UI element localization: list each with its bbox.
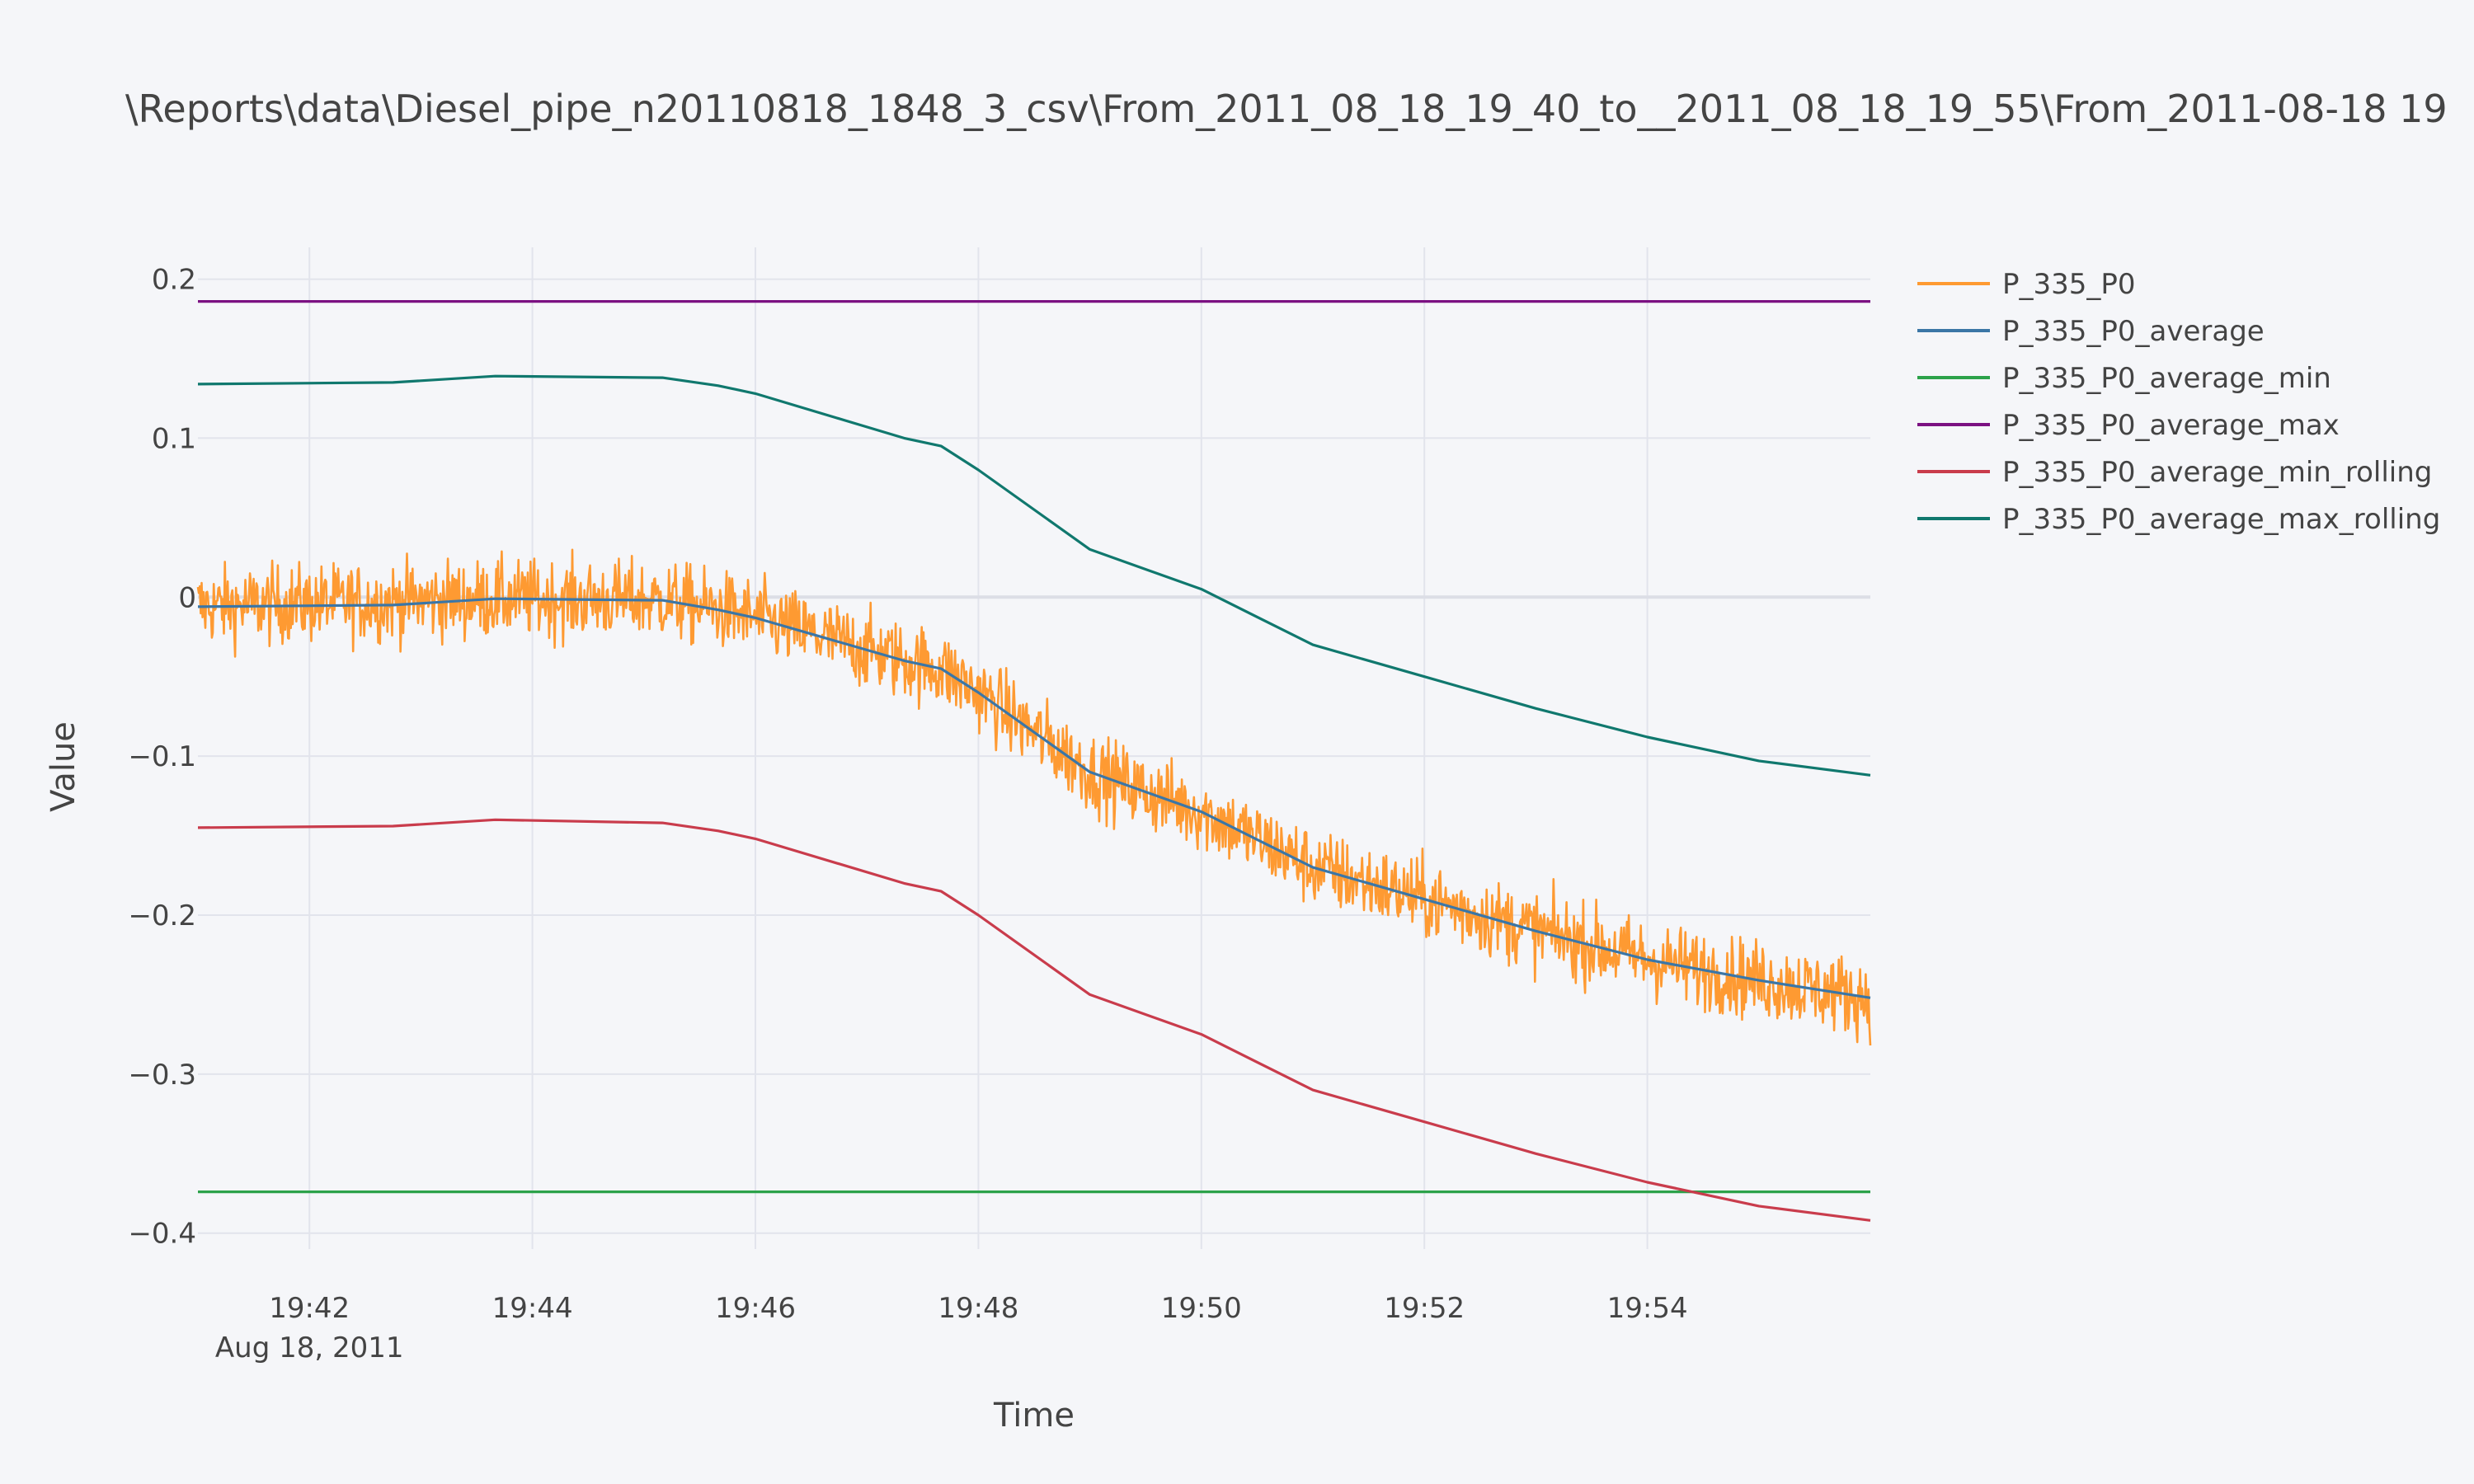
- y-axis-title: Value: [45, 721, 82, 812]
- series-line-p-335-p0-average: [197, 597, 1871, 999]
- x-tick-label: 19:48: [938, 1292, 1018, 1325]
- x-tick-label: 19:42: [269, 1292, 350, 1325]
- axes: 19:42 19:44 19:46 19:48 19:50 19:52 19:54 Aug 1…: [128, 264, 1687, 1364]
- chart-title: \Reports\data\Diesel_pipe_n20110818_1848…: [125, 87, 2448, 131]
- legend-item-p-335-p0-average[interactable]: P_335_P0_average: [1917, 315, 2265, 348]
- grid: [198, 247, 1870, 1249]
- series-line-p-335-p0: [196, 548, 1872, 1046]
- y-tick-label: −0.4: [128, 1218, 196, 1251]
- series-line-p-335-p0-average-max-rolling: [197, 374, 1871, 777]
- legend-item-p-335-p0[interactable]: P_335_P0: [1917, 268, 2136, 301]
- legend-label: P_335_P0_average_max: [2002, 409, 2340, 442]
- legend[interactable]: P_335_P0 P_335_P0_average P_335_P0_average…: [1917, 268, 2440, 536]
- y-tick-label: −0.3: [128, 1059, 196, 1092]
- y-tick-label: −0.2: [128, 899, 196, 932]
- legend-item-p-335-p0-average-max-rolling[interactable]: P_335_P0_average_max_rolling: [1917, 503, 2440, 536]
- x-tick-label: 19:54: [1607, 1292, 1688, 1325]
- y-tick-label: 0: [178, 581, 196, 614]
- y-tick-label: −0.1: [128, 740, 196, 773]
- y-tick-label: 0.2: [152, 264, 196, 297]
- x-tick-label: 19:52: [1384, 1292, 1465, 1325]
- legend-item-p-335-p0-average-min-rolling[interactable]: P_335_P0_average_min_rolling: [1917, 456, 2432, 489]
- series-group: [196, 300, 1872, 1222]
- x-date-label: Aug 18, 2011: [215, 1331, 404, 1364]
- series-line-p-335-p0-average-min-rolling: [197, 818, 1871, 1222]
- x-tick-label: 19:46: [715, 1292, 796, 1325]
- legend-label: P_335_P0_average: [2002, 315, 2265, 348]
- legend-label: P_335_P0_average_min_rolling: [2002, 456, 2432, 489]
- x-tick-label: 19:50: [1161, 1292, 1242, 1325]
- legend-label: P_335_P0: [2002, 268, 2136, 301]
- x-axis-title: Time: [993, 1397, 1075, 1435]
- legend-item-p-335-p0-average-max[interactable]: P_335_P0_average_max: [1917, 409, 2340, 442]
- legend-label: P_335_P0_average_min: [2002, 362, 2331, 395]
- y-tick-label: 0.1: [152, 422, 196, 455]
- legend-label: P_335_P0_average_max_rolling: [2002, 503, 2440, 536]
- x-tick-label: 19:44: [492, 1292, 573, 1325]
- legend-item-p-335-p0-average-min[interactable]: P_335_P0_average_min: [1917, 362, 2331, 395]
